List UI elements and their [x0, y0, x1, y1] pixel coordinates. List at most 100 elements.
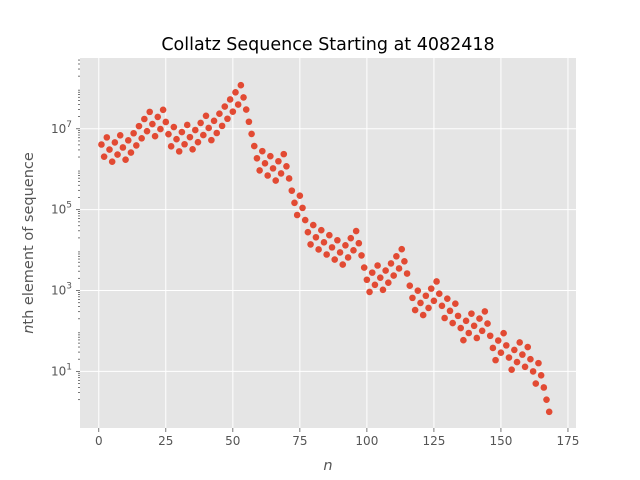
data-point	[167, 143, 175, 150]
data-point	[470, 322, 478, 330]
data-point	[275, 157, 282, 165]
data-point	[111, 139, 119, 146]
x-axis-label: n	[323, 458, 332, 474]
data-point	[181, 140, 188, 148]
data-point	[382, 267, 389, 274]
data-point	[342, 241, 349, 249]
data-point	[419, 311, 427, 319]
data-point	[317, 226, 325, 234]
data-point	[320, 239, 328, 246]
data-point	[513, 358, 521, 366]
data-point	[173, 135, 180, 143]
data-point	[360, 264, 368, 271]
data-point	[444, 295, 451, 302]
data-point	[457, 324, 465, 332]
data-point	[368, 269, 376, 276]
data-point	[344, 254, 352, 261]
data-point	[280, 150, 288, 158]
data-point	[122, 156, 129, 163]
data-point	[409, 294, 416, 302]
data-point	[414, 287, 422, 295]
data-point	[210, 117, 218, 125]
data-point	[208, 136, 215, 144]
data-point	[154, 113, 162, 121]
data-point	[545, 408, 553, 416]
data-point	[395, 265, 403, 272]
data-point	[323, 251, 330, 258]
data-point	[138, 134, 145, 142]
data-point	[347, 234, 355, 242]
data-point	[261, 160, 269, 167]
chart-title: Collatz Sequence Starting at 4082418	[161, 35, 494, 55]
data-point	[224, 115, 231, 123]
data-point	[371, 281, 379, 289]
data-point	[304, 228, 312, 236]
data-point	[529, 368, 537, 375]
data-point	[535, 359, 542, 367]
data-point	[446, 307, 454, 315]
x-axis-ticks: 0 25 50 75 100 125 150 175	[95, 428, 579, 448]
data-point	[106, 146, 113, 153]
data-point	[486, 332, 494, 340]
data-point	[267, 152, 274, 160]
data-point	[411, 306, 419, 314]
x-tick-label: 175	[557, 434, 580, 448]
data-point	[143, 127, 151, 135]
data-point	[293, 211, 301, 219]
data-point	[460, 336, 467, 344]
data-point	[454, 312, 462, 320]
data-point	[328, 244, 336, 251]
data-point	[398, 245, 406, 253]
data-point	[385, 279, 392, 287]
data-point	[511, 346, 518, 354]
data-point	[124, 137, 132, 144]
data-point	[108, 158, 116, 166]
data-point	[508, 366, 515, 374]
x-tick-label: 125	[422, 434, 445, 448]
data-point	[519, 351, 526, 358]
data-point	[449, 319, 456, 327]
data-point	[422, 292, 430, 300]
data-point	[331, 256, 339, 263]
x-tick-label: 100	[355, 434, 378, 448]
y-tick-label: 107	[51, 120, 72, 136]
data-point	[435, 290, 443, 297]
data-point	[119, 144, 127, 151]
data-point	[502, 342, 510, 349]
data-point	[103, 134, 111, 141]
data-point	[245, 118, 253, 126]
y-tick-label: 105	[51, 201, 72, 217]
data-point	[524, 343, 532, 351]
data-point	[221, 103, 229, 110]
data-point	[366, 288, 373, 296]
data-point	[527, 355, 534, 363]
x-tick-label: 150	[489, 434, 512, 448]
data-point	[350, 247, 357, 254]
data-point	[232, 89, 239, 96]
data-point	[484, 320, 491, 327]
data-point	[242, 106, 250, 113]
data-point	[543, 396, 550, 403]
x-tick-label: 25	[158, 434, 173, 448]
data-point	[315, 246, 322, 253]
data-point	[218, 122, 226, 130]
data-point	[301, 216, 309, 224]
data-point	[393, 252, 400, 260]
data-point	[430, 297, 438, 305]
data-point	[291, 199, 298, 207]
data-point	[494, 337, 502, 344]
data-point	[516, 339, 523, 346]
data-point	[186, 133, 194, 141]
data-point	[387, 260, 395, 267]
data-point	[452, 300, 459, 307]
data-point	[149, 120, 156, 128]
data-point	[427, 285, 435, 292]
data-point	[269, 165, 277, 172]
data-point	[465, 329, 473, 337]
data-point	[374, 262, 381, 269]
data-point	[114, 151, 121, 158]
data-point	[229, 108, 237, 115]
data-point	[170, 123, 178, 131]
data-point	[296, 192, 304, 199]
